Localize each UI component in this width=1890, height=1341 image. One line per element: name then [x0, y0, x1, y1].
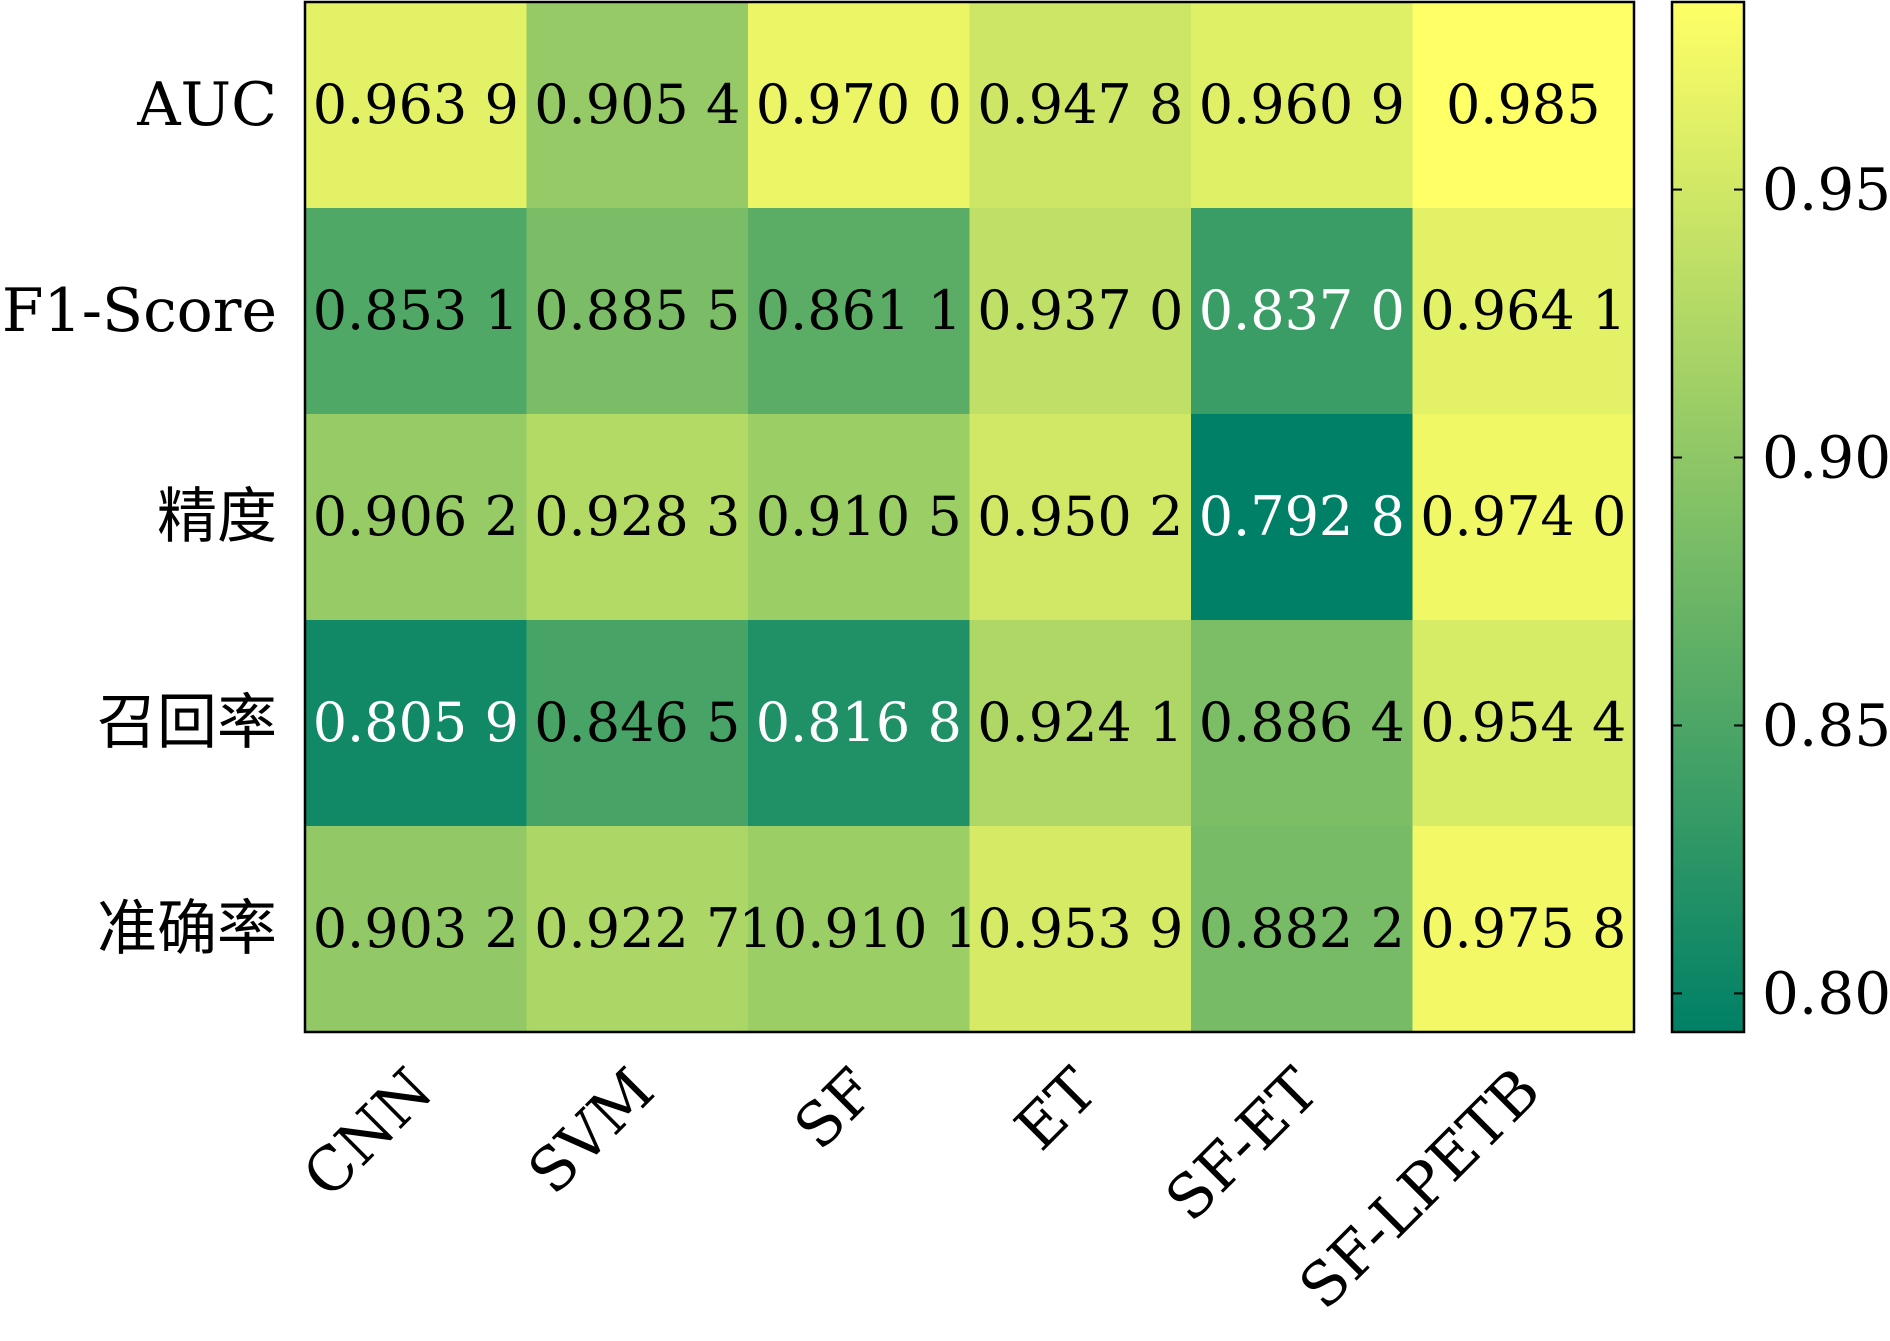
- heatmap-cell: [748, 826, 970, 1033]
- heatmap-cell: [969, 414, 1192, 621]
- heatmap-cell: [526, 826, 749, 1033]
- heatmap-cell: [526, 2, 749, 209]
- cell-value-label: 0.910 5: [756, 485, 962, 548]
- colorbar-gradient: [1672, 2, 1744, 1032]
- heatmap-cell: [969, 2, 1192, 209]
- heatmap-cell: [526, 208, 749, 415]
- cell-value-label: 0.963 9: [313, 73, 519, 136]
- row-label: AUC: [136, 70, 277, 140]
- cell-value-label: 0.837 0: [1199, 279, 1405, 342]
- cell-value-label: 0.985: [1446, 73, 1601, 136]
- cell-value-label: 0.805 9: [313, 691, 519, 754]
- heatmap-cell: [748, 208, 970, 415]
- cell-value-label: 0.975 8: [1420, 897, 1626, 960]
- cell-value-label: 0.922 7: [534, 897, 740, 960]
- heatmap-cells: 0.963 9 0.905 4 0.970 0 0.947 8 0.960 9 0.985…: [305, 2, 1635, 1033]
- heatmap-cell: [1191, 208, 1413, 415]
- heatmap-cell: [748, 620, 970, 827]
- row-label: 召回率: [97, 688, 277, 758]
- heatmap-cell: [1412, 826, 1635, 1033]
- cell-value-label: 0.853 1: [313, 279, 519, 342]
- heatmap-border: [303, 0, 1636, 1034]
- colorbar-tick-label: 0.85: [1762, 691, 1890, 759]
- heatmap-cell: [305, 2, 527, 209]
- column-label: SF-ET: [1153, 1055, 1333, 1235]
- heatmap-cell: [1191, 620, 1413, 827]
- row-label: 准确率: [97, 894, 277, 964]
- heatmap-cell: [1412, 2, 1635, 209]
- colorbar-tick-label: 0.90: [1762, 424, 1890, 492]
- cell-value-label: 0.905 4: [534, 73, 740, 136]
- heatmap-cell: [1412, 414, 1635, 621]
- heatmap-cell: [748, 414, 970, 621]
- heatmap-cell: [526, 414, 749, 621]
- heatmap-cell: [305, 620, 527, 827]
- heatmap-cell: [969, 208, 1192, 415]
- cell-value-label: 0.960 9: [1199, 73, 1405, 136]
- heatmap-cell: [305, 208, 527, 415]
- cell-value-label: 0.846 5: [534, 691, 740, 754]
- cell-value-label: 0.953 9: [977, 897, 1183, 960]
- heatmap-cell: [305, 826, 527, 1033]
- heatmap-cell: [526, 620, 749, 827]
- heatmap-cell: [969, 620, 1192, 827]
- heatmap-cell: [1191, 2, 1413, 209]
- heatmap-cell: [1412, 620, 1635, 827]
- cell-value-label: 0.906 2: [313, 485, 519, 548]
- column-label: SF-LPETB: [1286, 1055, 1554, 1323]
- colorbar: 0.80 0.85 0.90 0.95: [1670, 0, 1890, 1034]
- cell-value-label: 0.954 4: [1420, 691, 1626, 754]
- row-label: 精度: [157, 482, 277, 552]
- cell-value-label: 0.964 1: [1420, 279, 1626, 342]
- heatmap-cell: [1412, 208, 1635, 415]
- cell-value-label: 0.937 0: [977, 279, 1183, 342]
- cell-value-label: 0.950 2: [977, 485, 1183, 548]
- cell-value-label: 10.910 1: [739, 897, 979, 960]
- heatmap-cell: [305, 414, 527, 621]
- cell-value-label: 0.816 8: [756, 691, 962, 754]
- heatmap-cell: [1191, 414, 1413, 621]
- colorbar-border: [1670, 0, 1746, 1034]
- cell-value-label: 0.903 2: [313, 897, 519, 960]
- column-label: SVM: [515, 1055, 668, 1208]
- cell-value-label: 0.886 4: [1199, 691, 1405, 754]
- colorbar-tick-label: 0.80: [1762, 959, 1890, 1027]
- cell-value-label: 0.882 2: [1199, 897, 1405, 960]
- cell-value-label: 0.924 1: [977, 691, 1183, 754]
- cell-value-label: 0.947 8: [977, 73, 1183, 136]
- column-label: SF: [781, 1055, 889, 1163]
- column-label: ET: [1002, 1055, 1111, 1164]
- heatmap-cell: [969, 826, 1192, 1033]
- heatmap-cell: [1191, 826, 1413, 1033]
- cell-value-label: 0.974 0: [1420, 485, 1626, 548]
- cell-value-label: 0.792 8: [1199, 485, 1405, 548]
- heatmap-cell: [748, 2, 970, 209]
- row-label: F1-Score: [2, 276, 277, 346]
- cell-value-label: 0.970 0: [756, 73, 962, 136]
- colorbar-tick-label: 0.95: [1762, 156, 1890, 224]
- cell-value-label: 0.928 3: [534, 485, 740, 548]
- column-label: CNN: [290, 1055, 446, 1211]
- cell-value-label: 0.885 5: [534, 279, 740, 342]
- cell-value-label: 0.861 1: [756, 279, 962, 342]
